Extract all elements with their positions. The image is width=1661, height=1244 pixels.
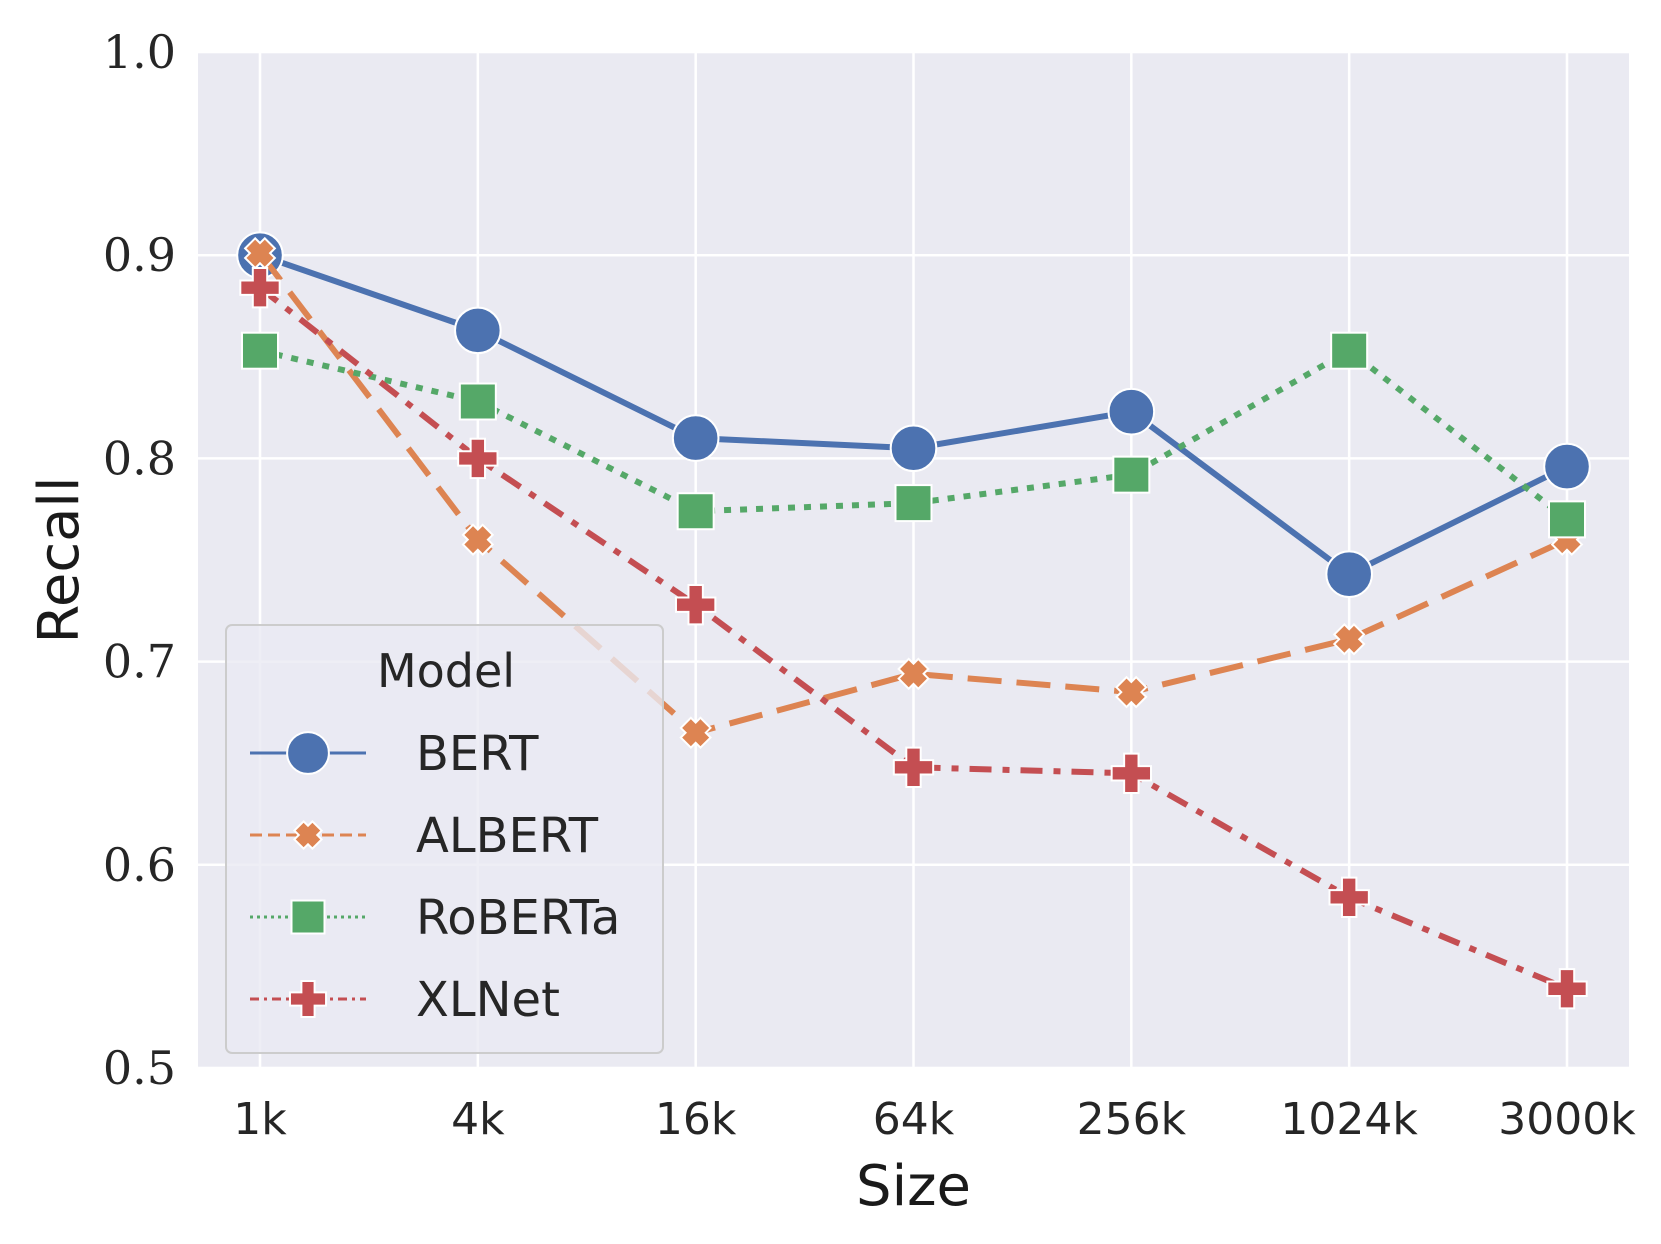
data-point-roberta [1330,331,1369,370]
legend-item-albert: ALBERT [250,808,599,864]
tick-labels: 0.5 0.6 0.7 0.8 0.9 1.0 1k 4k 16k 64k 256k 1024k 300… [103,25,1636,1145]
x-tick-label: 3000k [1498,1094,1636,1145]
x-tick-label: 64k [873,1094,955,1145]
series-roberta [241,331,1586,539]
x-tick-label: 16k [655,1094,737,1145]
x-tick-label: 4k [451,1094,505,1145]
data-point-albert [1115,675,1148,709]
y-axis-title: Recall [27,476,92,643]
data-point-albert [461,523,495,556]
legend-marker [288,979,328,1019]
data-point-bert [889,424,938,473]
data-point-albert [897,657,930,691]
legend-item-bert: BERT [250,726,539,782]
x-axis-title: Size [856,1154,971,1219]
data-point-xlnet [892,746,935,788]
legend-frame [225,624,664,1054]
data-point-bert [1325,550,1373,599]
legend-item-roberta: RoBERTa [250,890,620,946]
legend-label: BERT [416,726,539,782]
data-point-roberta [676,492,715,531]
data-point-roberta [1548,500,1586,539]
legend-marker [290,899,326,935]
data-point-bert [1107,387,1156,436]
legend-label: ALBERT [416,808,599,864]
data-point-xlnet [457,437,499,480]
data-point-xlnet [1546,968,1588,1010]
data-point-xlnet [239,267,281,309]
y-tick-label: 1.0 [103,25,176,79]
data-point-bert [454,306,502,355]
data-point-roberta [241,331,279,370]
data-point-roberta [1112,455,1151,494]
y-tick-label: 0.6 [103,838,176,892]
legend-label: XLNet [416,972,560,1028]
y-tick-label: 0.7 [103,635,176,689]
data-point-xlnet [674,584,717,626]
x-tick-label: 256k [1077,1094,1187,1145]
data-point-xlnet [1110,752,1153,795]
data-point-bert [1543,442,1591,491]
data-point-roberta [458,382,497,421]
legend-title: Model [377,644,515,698]
series-xlnet [239,267,1588,1010]
y-tick-label: 0.9 [103,228,176,282]
legend-item-xlnet: XLNet [250,972,560,1028]
data-point-albert [679,716,712,750]
data-point-albert [243,236,277,270]
data-point-albert [1332,622,1366,656]
x-tick-label: 1k [233,1094,287,1145]
data-point-bert [671,414,720,462]
x-tick-label: 1024k [1280,1094,1418,1145]
data-point-roberta [894,484,933,523]
legend: Model BERT ALBERT RoBERTa XLNet [225,624,664,1054]
y-tick-label: 0.8 [103,431,176,485]
legend-marker [286,731,330,775]
data-point-xlnet [1328,876,1370,918]
legend-label: RoBERTa [416,890,620,946]
legend-marker [292,819,324,851]
series-albert [243,236,1584,750]
y-tick-label: 0.5 [103,1041,176,1095]
series-group [236,231,1591,1010]
